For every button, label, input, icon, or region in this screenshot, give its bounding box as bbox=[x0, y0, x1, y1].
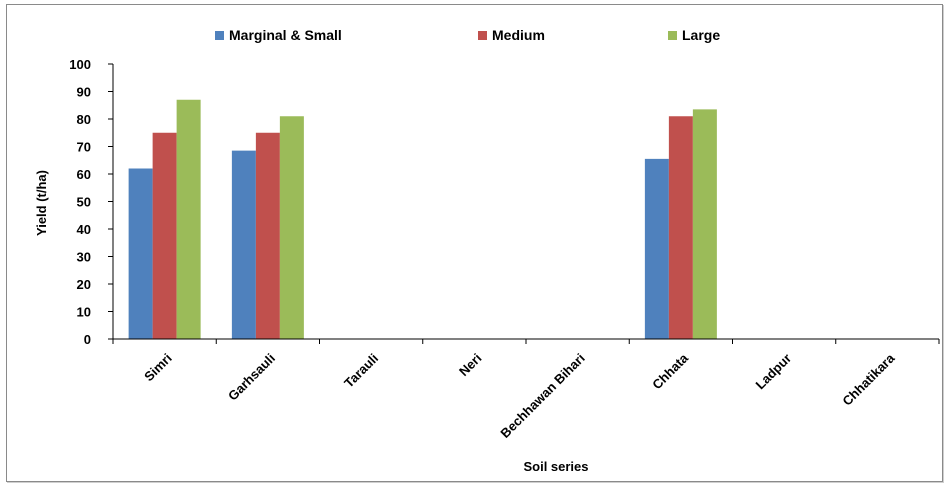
category-label: Ladpur bbox=[752, 351, 794, 393]
category-label: Simri bbox=[141, 351, 175, 385]
y-tick-label: 70 bbox=[77, 140, 91, 155]
category-label: Bechhawan Bihari bbox=[497, 351, 587, 441]
legend-label: Large bbox=[682, 27, 720, 43]
legend-swatch bbox=[478, 31, 487, 40]
y-axis: 0 10 20 30 40 50 60 70 80 90 100 bbox=[69, 57, 114, 347]
category-label: Chhata bbox=[649, 350, 691, 392]
bars bbox=[128, 99, 717, 339]
bar bbox=[176, 99, 201, 339]
legend-label: Medium bbox=[492, 27, 545, 43]
y-tick-label: 100 bbox=[69, 57, 91, 72]
y-tick-label: 10 bbox=[77, 305, 91, 320]
y-tick-label: 90 bbox=[77, 85, 91, 100]
y-tick-label: 80 bbox=[77, 112, 91, 127]
bar bbox=[152, 132, 177, 339]
x-axis-title: Soil series bbox=[523, 459, 588, 474]
bar bbox=[255, 132, 280, 339]
bar bbox=[279, 116, 304, 339]
legend: Marginal & Small Medium Large bbox=[215, 27, 720, 43]
legend-swatch bbox=[215, 31, 224, 40]
y-tick-label: 50 bbox=[77, 195, 91, 210]
y-tick-label: 60 bbox=[77, 167, 91, 182]
bar bbox=[128, 168, 153, 339]
y-tick-label: 20 bbox=[77, 277, 91, 292]
bar bbox=[668, 116, 693, 339]
bar bbox=[231, 150, 256, 339]
legend-label: Marginal & Small bbox=[229, 27, 342, 43]
bar bbox=[644, 158, 669, 339]
y-tick-label: 0 bbox=[84, 332, 91, 347]
x-axis: Simri Garhsauli Tarauli Neri Bechhawan Bihar… bbox=[112, 338, 940, 441]
legend-swatch bbox=[668, 31, 677, 40]
category-label: Chhatikara bbox=[839, 350, 898, 409]
category-label: Neri bbox=[456, 351, 484, 379]
category-label: Garhsauli bbox=[225, 351, 278, 404]
y-tick-label: 40 bbox=[77, 222, 91, 237]
bar bbox=[692, 109, 717, 339]
category-label: Tarauli bbox=[341, 351, 381, 391]
y-tick-label: 30 bbox=[77, 250, 91, 265]
y-axis-title: Yield (t/ha) bbox=[34, 170, 49, 236]
